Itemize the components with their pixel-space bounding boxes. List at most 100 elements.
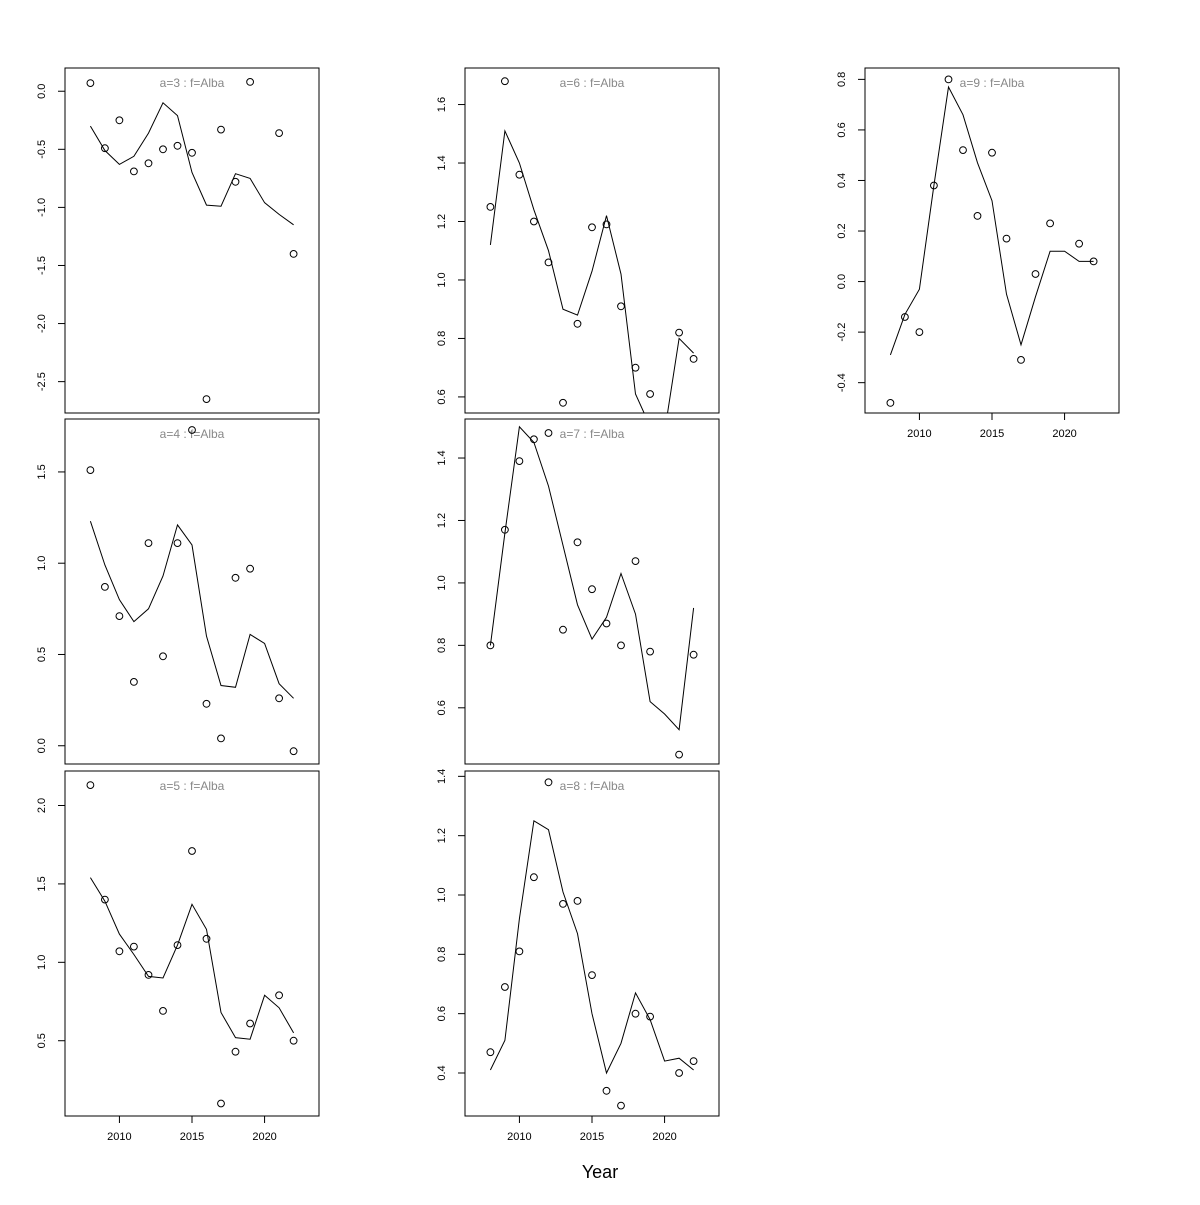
panel-7: -0.4 -0.2 0.0 0.2 0.4 0.6 0.8 2010 2015 2020 a=9 :… [836,67,1120,440]
fitted-line [89,877,295,1040]
x-axis-title: Year [582,1162,618,1182]
data-point [944,75,953,84]
y-tick-label: 0.5 [36,1033,48,1048]
y-tick-label: 1.0 [36,556,48,571]
data-point [559,900,567,908]
data-point [973,212,982,220]
y-tick-label: 2.0 [36,798,48,813]
data-point [602,619,611,628]
fitted-line [889,85,1094,356]
panel-2: 0.0 0.5 1.0 1.5 a=4 : f=Alba [36,418,320,765]
data-point [588,223,596,232]
data-point [275,129,284,138]
plot-frame [64,67,320,414]
data-point [144,159,153,168]
y-tick-label: 0.6 [436,389,448,404]
y-tick-label: 0.2 [836,223,848,238]
data-point [1046,219,1054,228]
data-point [988,148,996,157]
x-tick-label: 2010 [107,1131,131,1143]
data-point [144,539,153,547]
data-point [159,1007,167,1015]
data-point [573,897,582,905]
data-point [646,647,654,656]
data-point [930,181,938,190]
y-tick-label: 0.4 [836,173,848,188]
data-point [689,355,698,363]
panel-3: 0.5 1.0 1.5 2.0 2010 2015 2020 a=5 : f=Alba [36,770,320,1143]
y-tick-label: 0.6 [436,1006,448,1021]
plot-frame [64,418,320,765]
x-tick-label: 2015 [980,428,1004,440]
data-point [573,538,582,547]
data-point [501,77,509,86]
panel-title: a=9 : f=Alba [960,76,1025,90]
data-point [289,747,298,756]
data-point [173,539,182,547]
y-tick-label: 1.2 [436,513,448,528]
data-point [544,778,553,787]
data-point [501,983,509,991]
y-tick-label: 0.6 [436,700,448,715]
data-point [202,934,211,943]
plot-frame [464,418,720,765]
data-point [130,678,138,686]
data-point [486,641,495,650]
data-point [115,947,124,956]
y-tick-label: 0.8 [436,638,448,653]
y-tick-label: 0.5 [36,647,48,662]
data-point [188,847,196,855]
x-tick-label: 2015 [180,1131,204,1143]
data-point [515,457,524,466]
y-tick-label: 0.0 [36,84,48,99]
data-point [915,328,924,337]
y-tick-label: -0.4 [836,373,848,392]
data-point [1089,257,1098,266]
x-tick-label: 2020 [1052,428,1076,440]
data-point [130,167,138,176]
plot-frame [464,770,720,1117]
y-tick-label: 0.4 [436,1065,448,1080]
data-point [202,395,211,404]
data-point [530,873,538,882]
data-point [617,1101,625,1110]
y-tick-label: -1.5 [36,256,48,275]
data-point [1002,234,1011,243]
fitted-line [89,521,294,699]
y-tick-label: 0.0 [836,274,848,289]
data-point [246,78,255,86]
y-tick-label: -0.5 [36,140,48,159]
panel-1: 0.0 -0.5 -1.0 -1.5 -2.0 -2.5 a=3 : f=Alba [36,67,320,414]
data-point [289,250,298,258]
data-point [1031,270,1040,278]
data-point [544,258,553,267]
panel-title: a=7 : f=Alba [560,427,625,441]
y-tick-label: 1.2 [436,214,448,229]
data-point [646,1012,654,1021]
data-point [101,895,109,904]
y-tick-label: 1.0 [436,575,448,590]
data-point [515,947,524,956]
x-tick-label: 2020 [252,1131,276,1143]
y-tick-label: -0.2 [836,323,848,342]
y-tick-label: 0.8 [436,331,448,346]
fitted-line [89,101,294,226]
y-tick-label: 1.2 [436,828,448,843]
data-point [901,313,909,321]
y-tick-label: 0.0 [36,738,48,753]
y-tick-label: -2.0 [36,314,48,333]
fitted-line [489,129,694,413]
data-point [689,1057,698,1065]
y-tick-label: -2.5 [36,372,48,391]
data-point [675,328,683,337]
data-point [217,125,225,134]
y-tick-label: 1.6 [436,97,448,112]
panel-4: 0.6 0.8 1.0 1.2 1.4 1.6 a=6 : f=Alba [436,67,720,414]
data-point [231,573,240,582]
y-tick-label: 0.8 [836,72,848,87]
data-point [188,426,196,434]
y-tick-label: 0.6 [836,122,848,137]
data-point [675,1069,683,1077]
panel-title: a=4 : f=Alba [160,427,225,441]
